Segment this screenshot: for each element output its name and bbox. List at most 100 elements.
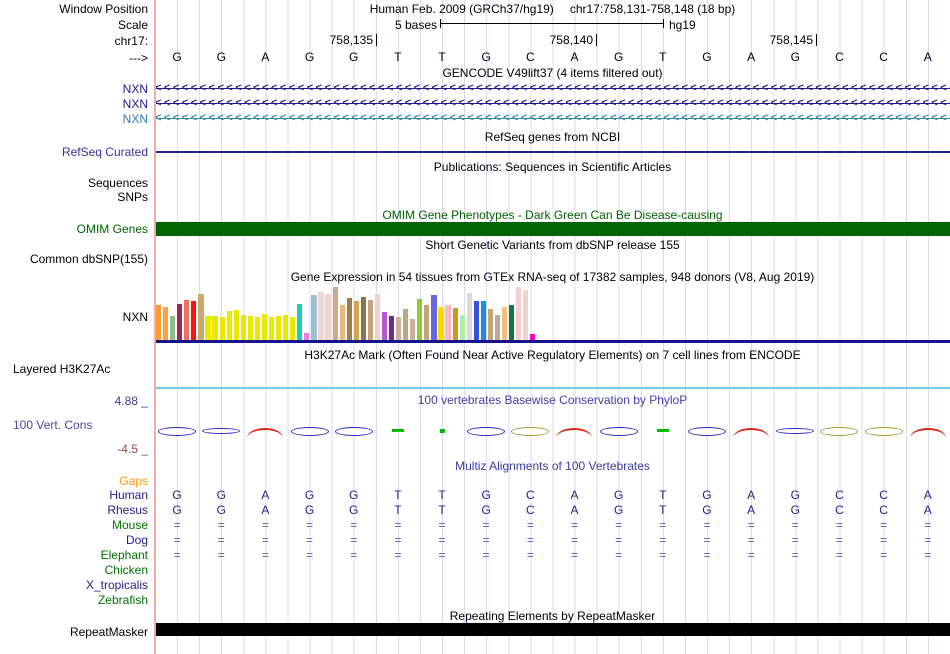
gtex-tissue-bar[interactable] bbox=[255, 317, 260, 340]
multiz-base: G bbox=[287, 503, 331, 517]
gencode-item-label-2[interactable]: NXN bbox=[0, 97, 148, 111]
multiz-gap-mark: = bbox=[508, 533, 552, 547]
gtex-tissue-bar[interactable] bbox=[445, 305, 450, 340]
multiz-species-label[interactable]: Mouse bbox=[0, 518, 148, 532]
layered-h3k27ac-label[interactable]: Layered H3K27Ac bbox=[0, 362, 161, 376]
repeatmasker-bar[interactable] bbox=[155, 623, 950, 636]
refseq-curated-label[interactable]: RefSeq Curated bbox=[0, 145, 148, 159]
omim-genes-label[interactable]: OMIM Genes bbox=[0, 222, 148, 236]
gtex-tissue-bar[interactable] bbox=[347, 298, 352, 340]
gtex-tissue-bar[interactable] bbox=[198, 294, 203, 340]
gtex-tissue-bar[interactable] bbox=[509, 305, 514, 340]
ruler-tick-mark bbox=[596, 34, 597, 46]
common-dbsnp-label[interactable]: Common dbSNP(155) bbox=[0, 252, 148, 266]
gtex-tissue-bar[interactable] bbox=[368, 300, 373, 340]
gencode-transcript-3[interactable]: <<<<<<<<<<<<<<<<<<<<<<<<<<<<<<<<<<<<<<<<… bbox=[155, 112, 950, 125]
gtex-tissue-bar[interactable] bbox=[191, 301, 196, 340]
gtex-tissue-bar[interactable] bbox=[403, 309, 408, 340]
gtex-tissue-bar[interactable] bbox=[262, 314, 267, 340]
gtex-tissue-bar[interactable] bbox=[438, 307, 443, 340]
vert-cons-label[interactable]: 100 Vert. Cons bbox=[0, 418, 161, 432]
gtex-tissue-bar[interactable] bbox=[502, 307, 507, 340]
gtex-tissue-bar[interactable] bbox=[241, 315, 246, 340]
dbsnp-title: Short Genetic Variants from dbSNP releas… bbox=[155, 239, 950, 252]
gtex-tissue-bar[interactable] bbox=[304, 333, 309, 340]
repeatmasker-label[interactable]: RepeatMasker bbox=[0, 625, 148, 639]
refseq-curated-item[interactable] bbox=[155, 151, 950, 153]
gtex-tissue-bar[interactable] bbox=[467, 293, 472, 340]
multiz-species-label[interactable]: X_tropicalis bbox=[0, 578, 148, 592]
gtex-tissue-bar[interactable] bbox=[184, 300, 189, 340]
multiz-row-mouse[interactable]: ================== bbox=[155, 518, 950, 532]
gtex-tissue-bar[interactable] bbox=[523, 290, 528, 340]
gtex-tissue-bar[interactable] bbox=[453, 308, 458, 340]
multiz-species-label[interactable]: Gaps bbox=[0, 474, 148, 488]
gtex-tissue-bar[interactable] bbox=[354, 301, 359, 340]
sequence-base: G bbox=[199, 50, 243, 64]
gtex-tissue-bar[interactable] bbox=[290, 317, 295, 340]
gtex-tissue-bar[interactable] bbox=[212, 316, 217, 340]
multiz-row-rhesus[interactable]: GGAGGTTGCAGTGAGCCA bbox=[155, 503, 950, 517]
conservation-wiggle-row[interactable] bbox=[155, 425, 950, 436]
gtex-tissue-bar[interactable] bbox=[227, 311, 232, 340]
h3k27ac-title: H3K27Ac Mark (Often Found Near Active Re… bbox=[155, 349, 950, 362]
gtex-tissue-bar[interactable] bbox=[248, 316, 253, 340]
conservation-thin-glyph bbox=[202, 428, 240, 434]
multiz-base: A bbox=[243, 488, 287, 502]
multiz-species-label[interactable]: Zebrafish bbox=[0, 593, 148, 607]
gtex-tissue-bar[interactable] bbox=[177, 304, 182, 340]
gtex-tissue-bar[interactable] bbox=[424, 305, 429, 340]
gencode-item-label-1[interactable]: NXN bbox=[0, 82, 148, 96]
gencode-transcript-1[interactable]: <<<<<<<<<<<<<<<<<<<<<<<<<<<<<<<<<<<<<<<<… bbox=[155, 82, 950, 95]
gtex-tissue-bar[interactable] bbox=[417, 299, 422, 340]
gtex-tissue-bar[interactable] bbox=[340, 305, 345, 340]
gtex-tissue-bar[interactable] bbox=[325, 294, 330, 340]
multiz-species-label[interactable]: Dog bbox=[0, 533, 148, 547]
gtex-tissue-bar[interactable] bbox=[474, 301, 479, 340]
gtex-tissue-bar[interactable] bbox=[495, 315, 500, 340]
gtex-tissue-bar[interactable] bbox=[276, 316, 281, 340]
gtex-tissue-bar[interactable] bbox=[234, 310, 239, 340]
publications-snps-label[interactable]: SNPs bbox=[0, 190, 148, 204]
gtex-tissue-bar[interactable] bbox=[269, 317, 274, 340]
multiz-species-label[interactable]: Chicken bbox=[0, 563, 148, 577]
conservation-base-cell bbox=[243, 425, 287, 436]
gtex-tissue-bar[interactable] bbox=[333, 287, 338, 340]
gtex-tissue-bar[interactable] bbox=[205, 316, 210, 340]
gencode-transcript-2[interactable]: <<<<<<<<<<<<<<<<<<<<<<<<<<<<<<<<<<<<<<<<… bbox=[155, 97, 950, 110]
gtex-tissue-bar[interactable] bbox=[410, 319, 415, 340]
gtex-tissue-bar[interactable] bbox=[516, 287, 521, 340]
multiz-gap-mark: = bbox=[199, 518, 243, 532]
gtex-tissue-bar[interactable] bbox=[318, 292, 323, 340]
gtex-tissue-bar[interactable] bbox=[297, 304, 302, 340]
multiz-species-label[interactable]: Human bbox=[0, 488, 148, 502]
gtex-tissue-bar[interactable] bbox=[389, 316, 394, 340]
gtex-tissue-bar[interactable] bbox=[396, 317, 401, 340]
multiz-row-elephant[interactable]: ================== bbox=[155, 548, 950, 562]
multiz-row-dog[interactable]: ================== bbox=[155, 533, 950, 547]
gtex-barchart[interactable] bbox=[155, 284, 537, 340]
gtex-tissue-bar[interactable] bbox=[481, 301, 486, 340]
gtex-tissue-bar[interactable] bbox=[460, 315, 465, 340]
multiz-species-label[interactable]: Elephant bbox=[0, 548, 148, 562]
gtex-tissue-bar[interactable] bbox=[382, 312, 387, 340]
gencode-item-label-3[interactable]: NXN bbox=[0, 112, 148, 126]
gtex-gene-label[interactable]: NXN bbox=[0, 310, 148, 324]
gtex-tissue-bar[interactable] bbox=[375, 294, 380, 340]
gtex-tissue-bar[interactable] bbox=[283, 315, 288, 340]
gtex-tissue-bar[interactable] bbox=[488, 309, 493, 340]
gtex-tissue-bar[interactable] bbox=[311, 295, 316, 340]
h3k27ac-signal-line[interactable] bbox=[155, 387, 950, 389]
gtex-tissue-bar[interactable] bbox=[431, 295, 436, 340]
gtex-tissue-bar[interactable] bbox=[163, 307, 168, 340]
multiz-row-human[interactable]: GGAGGTTGCAGTGAGCCA bbox=[155, 488, 950, 502]
gtex-tissue-bar[interactable] bbox=[170, 316, 175, 340]
conservation-base-cell bbox=[817, 425, 861, 436]
omim-gene-bar[interactable] bbox=[155, 222, 950, 236]
gtex-tissue-bar[interactable] bbox=[220, 317, 225, 340]
gtex-tissue-bar[interactable] bbox=[156, 305, 161, 340]
publications-sequences-label[interactable]: Sequences bbox=[0, 176, 148, 190]
multiz-gap-mark: = bbox=[420, 518, 464, 532]
multiz-species-label[interactable]: Rhesus bbox=[0, 503, 148, 517]
gtex-tissue-bar[interactable] bbox=[361, 297, 366, 340]
